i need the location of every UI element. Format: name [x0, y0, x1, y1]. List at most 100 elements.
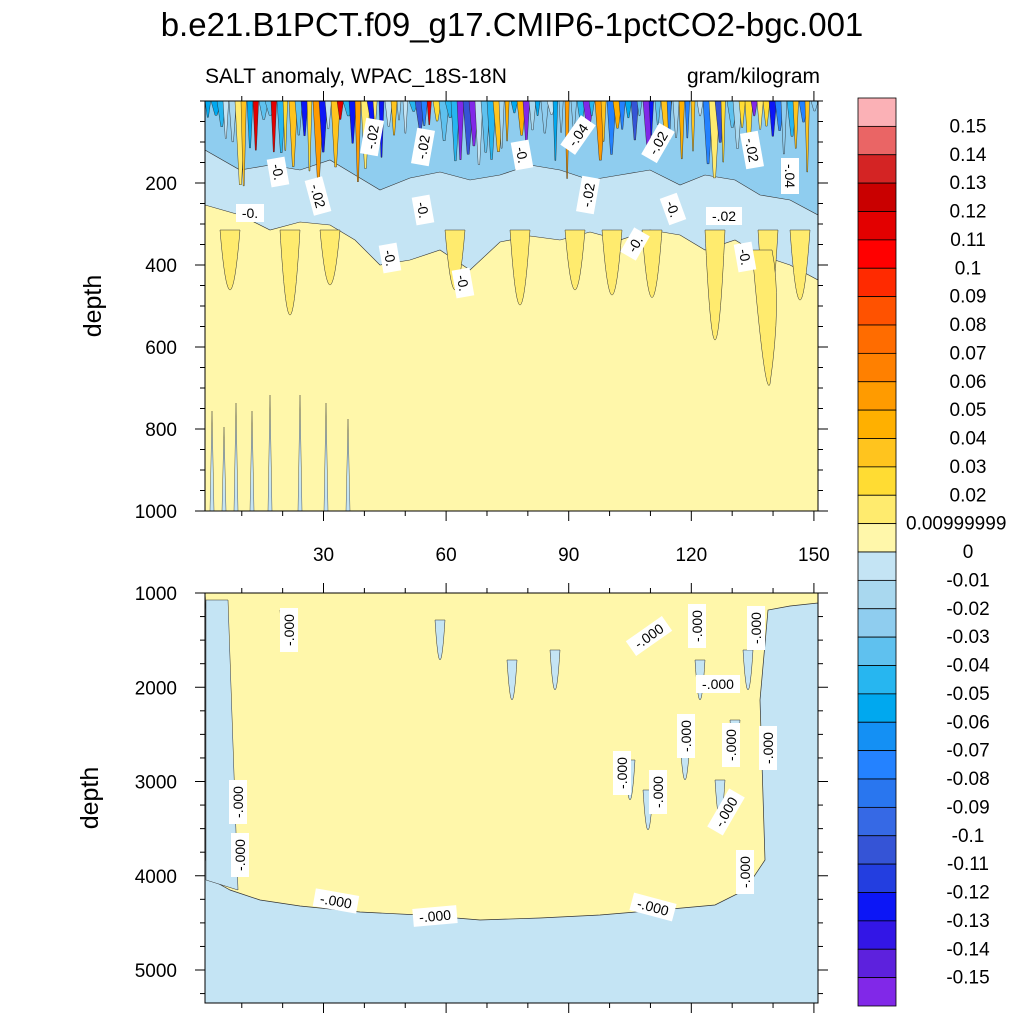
lower-contour-label: -.000	[688, 604, 706, 648]
svg-text:-.000: -.000	[230, 786, 246, 818]
svg-text:-.000: -.000	[678, 720, 694, 752]
upper-surface-cell	[222, 101, 229, 139]
svg-text:-.000: -.000	[418, 907, 451, 926]
lower-y-axis-label: depth	[76, 767, 104, 830]
upper-surface-cell	[720, 101, 726, 163]
upper-surface-cell	[732, 101, 743, 149]
colorbar-label: -0.11	[947, 854, 989, 875]
svg-text:-.000: -.000	[319, 890, 353, 911]
upper-surface-cell	[684, 101, 690, 139]
svg-text:-0.: -0.	[624, 233, 646, 255]
upper-x-tick-label: 120	[675, 545, 707, 566]
upper-surface-cell	[606, 101, 617, 155]
upper-contour-field	[205, 101, 818, 511]
upper-surface-cell	[690, 101, 696, 152]
svg-text:-0.: -0.	[242, 205, 258, 221]
upper-x-tick-label: 30	[313, 545, 334, 566]
colorbar-label: -0.14	[946, 939, 990, 960]
colorbar-swatch	[857, 267, 897, 298]
upper-surface-cell	[792, 101, 799, 149]
colorbar-swatch	[857, 154, 897, 184]
colorbar-label: -0.02	[946, 599, 989, 620]
upper-surface-cell	[768, 101, 777, 137]
upper-surface-cell	[534, 101, 541, 116]
lower-contour-label: -.000	[629, 892, 677, 922]
upper-surface-cell	[780, 101, 787, 155]
colorbar-swatch	[857, 125, 897, 156]
upper-surface-cell	[696, 101, 704, 117]
svg-text:-.02: -.02	[362, 124, 382, 151]
lower-contour-label: -.000	[722, 723, 740, 767]
upper-positive-tongue	[601, 229, 623, 296]
lower-y-tick-label: 4000	[135, 867, 177, 888]
colorbar-swatch	[857, 182, 897, 212]
svg-text:-.02: -.02	[413, 134, 433, 161]
upper-surface-cell	[636, 101, 643, 116]
svg-text:-.000: -.000	[614, 757, 630, 789]
upper-contour-label: -.02	[576, 175, 600, 215]
colorbar-label: -0.01	[946, 570, 989, 591]
upper-positive-tongue	[704, 229, 726, 341]
lower-negative-spike	[742, 649, 754, 690]
svg-text:-.000: -.000	[232, 839, 248, 871]
upper-surface-cell	[390, 101, 398, 136]
upper-surface-cell	[402, 101, 408, 134]
colorbar-label: 0.00999999	[906, 514, 1006, 535]
colorbar-swatch	[857, 324, 897, 354]
upper-surface-cell	[648, 101, 654, 136]
colorbar-swatch	[857, 494, 897, 525]
upper-contour-label: -.02	[706, 207, 742, 225]
colorbar-swatch	[857, 721, 897, 752]
upper-x-tick-label: 60	[436, 545, 457, 566]
colorbar-label: 0.14	[950, 145, 987, 166]
upper-surface-cell	[384, 101, 393, 127]
colorbar-label: 0.07	[950, 343, 987, 364]
upper-surface-cell	[228, 101, 237, 143]
upper-deep-streak	[249, 410, 255, 511]
upper-deep-streak	[323, 402, 329, 511]
colorbar-label: 0.12	[950, 202, 987, 223]
upper-surface-cell	[456, 101, 465, 160]
colorbar-swatch	[857, 551, 897, 581]
subtitle-variable: SALT anomaly, WPAC_18S-18N	[205, 65, 507, 88]
colorbar-label: -0.15	[946, 968, 989, 989]
upper-surface-cell	[510, 101, 518, 114]
lower-plot-frame	[204, 592, 819, 1004]
svg-text:-0.: -0.	[513, 146, 532, 165]
upper-contour-label: -.02	[304, 176, 332, 216]
upper-positive-tongue	[509, 229, 531, 305]
colorbar-label: 0.04	[950, 429, 987, 450]
upper-surface-cell	[306, 101, 313, 172]
colorbar-label: -0.06	[946, 712, 989, 733]
upper-panel: 200 400 600 800 1000 30 60 90 120 150 -.02 -.02 -.0…	[79, 91, 830, 566]
colorbar-label: 0.1	[955, 258, 981, 279]
upper-surface-cell	[552, 101, 558, 161]
upper-y-tick-label: 1000	[135, 502, 177, 523]
colorbar-swatch	[857, 806, 897, 837]
svg-text:-.000: -.000	[281, 614, 297, 646]
upper-contour-label: -0.	[733, 241, 757, 273]
svg-text:-.000: -.000	[650, 776, 666, 808]
upper-x-tick-label: 90	[558, 545, 579, 566]
svg-text:-.000: -.000	[723, 729, 739, 761]
colorbar-swatch	[857, 693, 897, 723]
upper-deep-streak	[209, 410, 215, 511]
upper-surface-cell	[420, 101, 428, 126]
upper-deep-streak	[297, 394, 303, 511]
upper-surface-cell	[756, 101, 764, 130]
colorbar-label: -0.08	[946, 769, 989, 790]
upper-deep-streak	[221, 426, 227, 511]
colorbar-label: -0.03	[946, 627, 989, 648]
upper-surface-cell	[804, 101, 810, 173]
upper-surface-cell	[354, 101, 362, 182]
colorbar-label: 0.02	[950, 485, 987, 506]
upper-surface-cell	[678, 101, 685, 160]
upper-surface-cell	[270, 101, 277, 153]
upper-deep-streak	[233, 402, 239, 511]
upper-surface-cell	[540, 101, 549, 134]
colorbar-label: 0.11	[950, 230, 986, 251]
lower-negative-spike	[506, 659, 518, 700]
upper-surface-cell	[336, 101, 344, 120]
upper-surface-cell	[600, 101, 607, 142]
lower-contour-label: -.000	[613, 751, 631, 795]
